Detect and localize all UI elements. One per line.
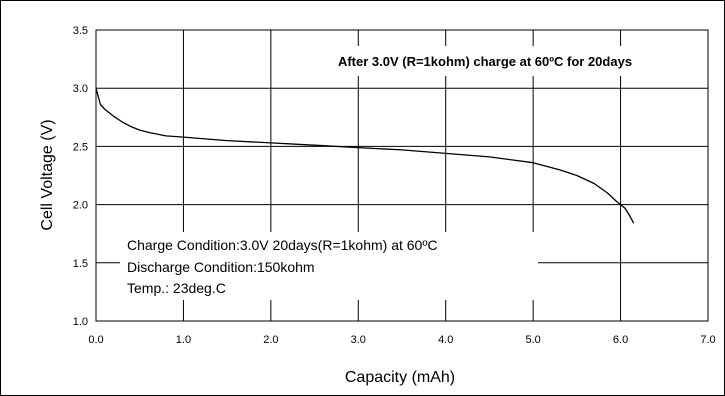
annotation-discharge-condition: Discharge Condition:150kohm <box>127 259 315 275</box>
x-tick-label: 5.0 <box>525 334 540 346</box>
annotation-temperature: Temp.: 23deg.C <box>127 280 226 296</box>
chart-title: After 3.0V (R=1kohm) charge at 60ºC for … <box>338 54 632 69</box>
y-tick-label: 3.5 <box>73 25 88 37</box>
x-tick-label: 0.0 <box>88 334 103 346</box>
y-tick-label: 1.0 <box>73 316 88 328</box>
series-layer <box>95 88 635 224</box>
series-line <box>95 88 635 224</box>
y-axis-label: Cell Voltage (V) <box>39 119 56 230</box>
y-tick-label: 1.5 <box>73 258 88 270</box>
y-tick-label: 2.0 <box>73 200 88 212</box>
x-tick-label: 1.0 <box>176 334 191 346</box>
x-axis-label: Capacity (mAh) <box>345 369 455 386</box>
plot-area <box>95 29 709 322</box>
x-tick-label: 3.0 <box>351 334 366 346</box>
x-tick-label: 6.0 <box>613 334 628 346</box>
annotation-charge-condition: Charge Condition:3.0V 20days(R=1kohm) at… <box>127 237 438 253</box>
y-tick-label: 2.5 <box>73 141 88 153</box>
tick-labels: 0.0 1.0 2.0 3.0 4.0 5.0 6.0 7.01.01.52.02.53.03… <box>73 25 716 346</box>
y-tick-label: 3.0 <box>73 83 88 95</box>
title-box <box>283 46 694 76</box>
x-tick-label: 2.0 <box>263 334 278 346</box>
x-tick-label: 4.0 <box>438 334 453 346</box>
x-tick-label: 7.0 <box>700 334 715 346</box>
annotation-box <box>120 232 538 300</box>
